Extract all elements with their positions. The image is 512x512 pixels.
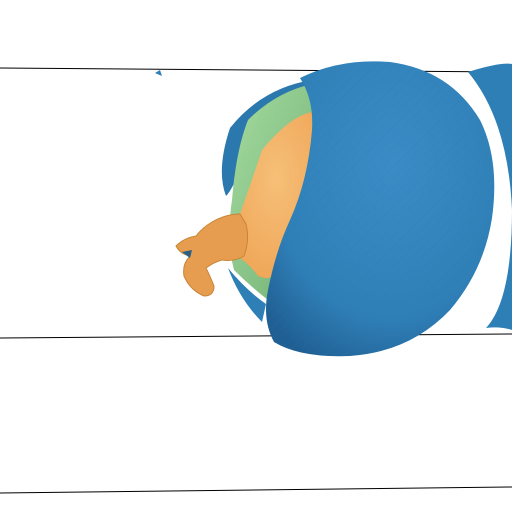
frame-line-middle (0, 333, 512, 339)
frame-line-top (0, 67, 512, 73)
frame-lines (0, 67, 512, 494)
shell-fragment-right (468, 63, 512, 331)
inner-core-dark-spot (182, 250, 192, 258)
outer-shell-facet-texture (266, 61, 495, 357)
inner-core-protrusion (175, 213, 249, 297)
outer-shell-lower-rim (228, 268, 266, 322)
shell-fragment-top (155, 70, 162, 76)
frame-line-bottom (0, 486, 512, 494)
